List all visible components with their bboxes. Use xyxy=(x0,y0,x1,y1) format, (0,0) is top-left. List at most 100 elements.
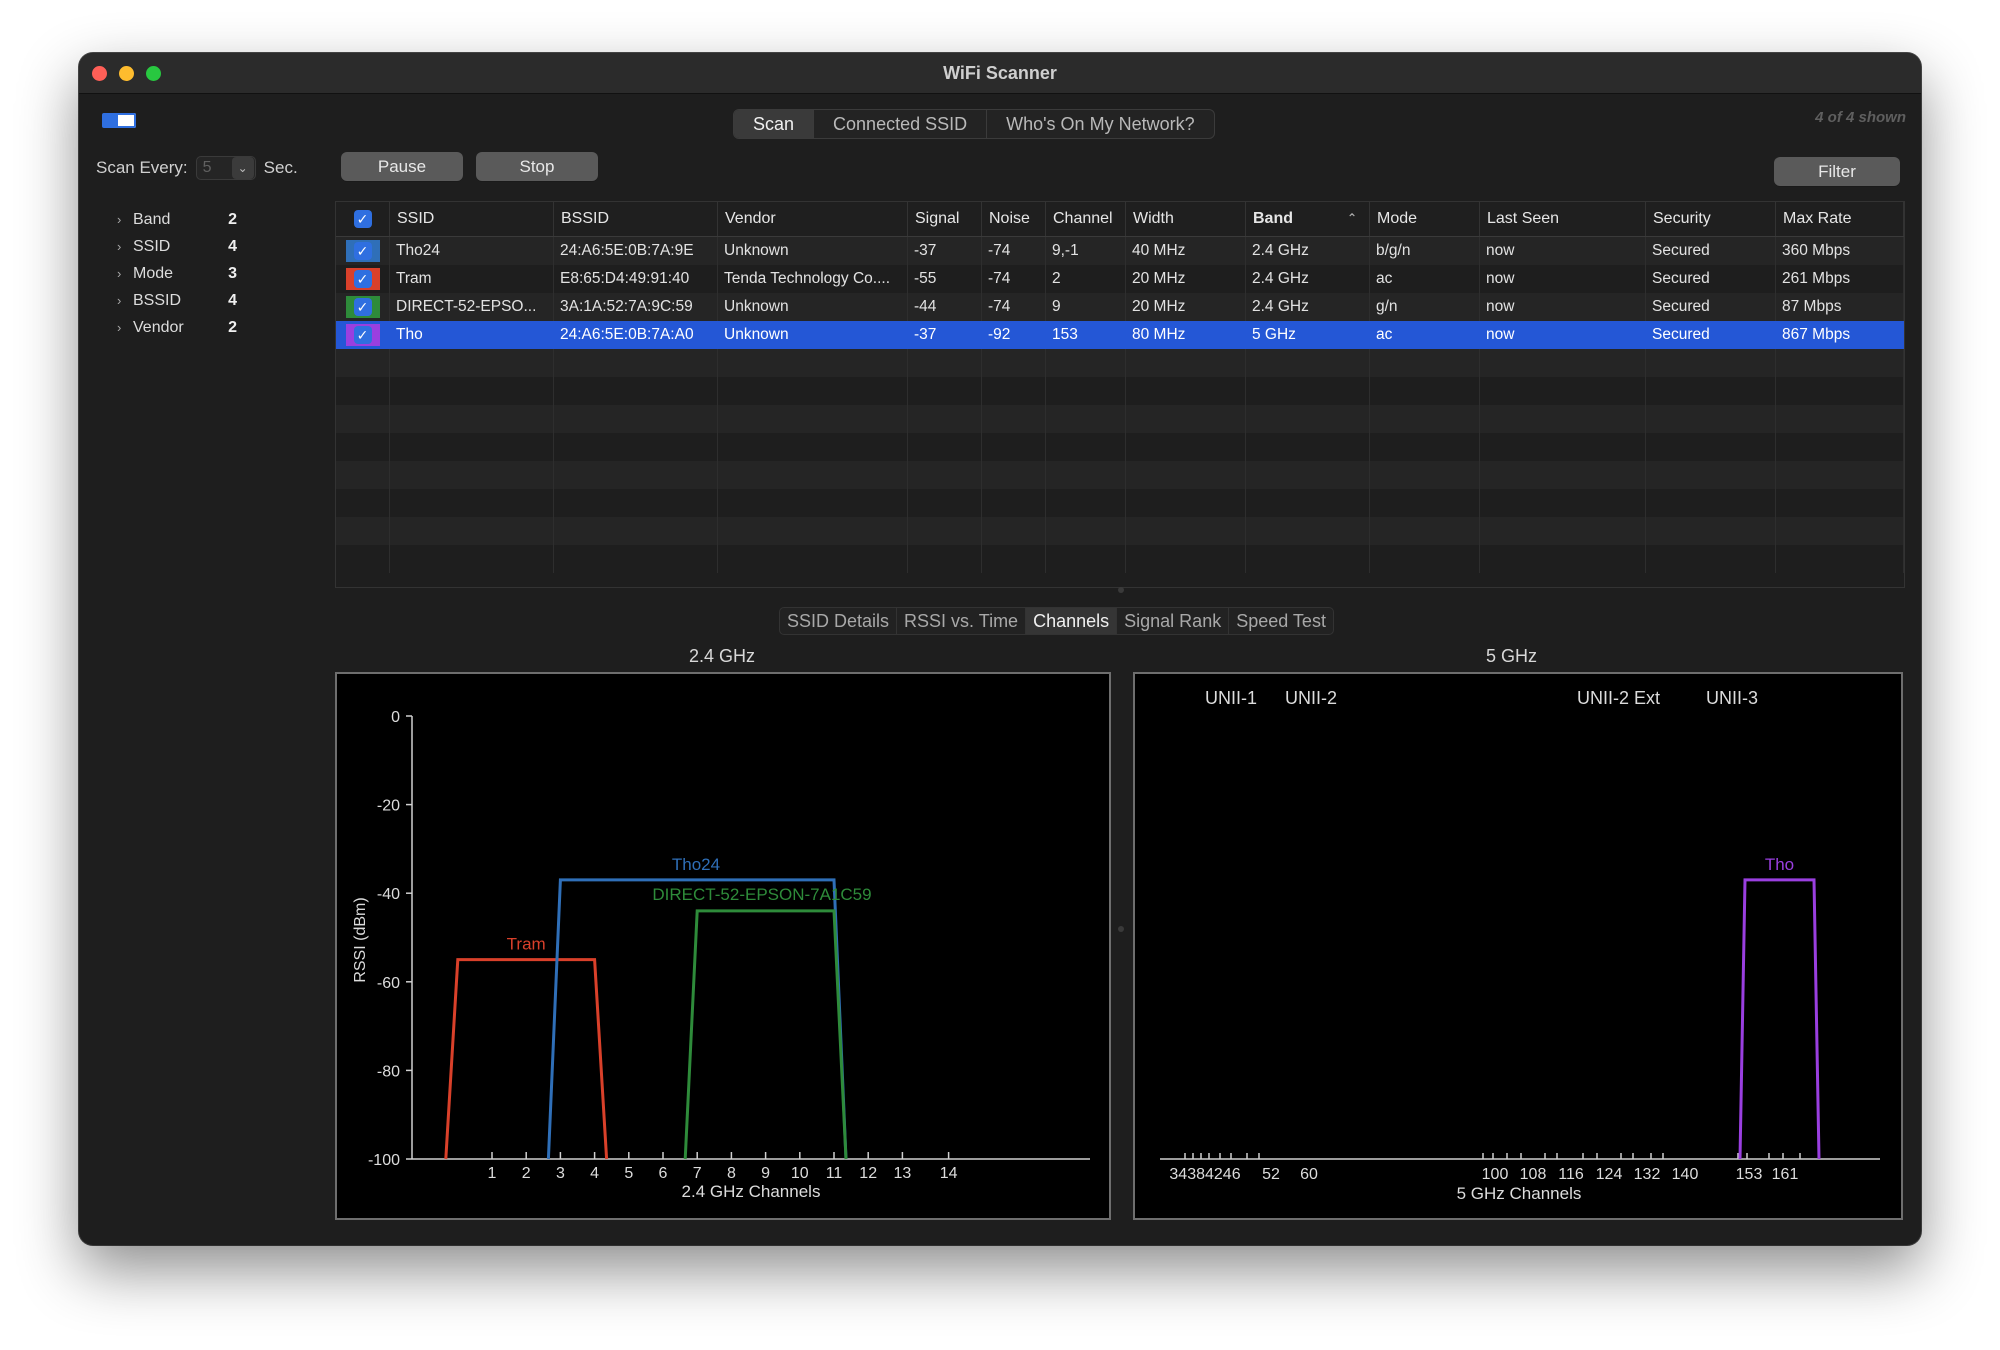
tab-channels[interactable]: Channels xyxy=(1025,608,1117,634)
tab-signal-rank[interactable]: Signal Rank xyxy=(1116,608,1228,634)
stop-button[interactable]: Stop xyxy=(476,152,598,181)
chevron-right-icon[interactable]: › xyxy=(117,293,122,308)
tab-whos-on-my-network[interactable]: Who's On My Network? xyxy=(986,110,1213,138)
tab-rssi-vs-time[interactable]: RSSI vs. Time xyxy=(896,608,1025,634)
cell-signal: -44 xyxy=(908,293,982,321)
filter-button[interactable]: Filter xyxy=(1774,157,1900,186)
cell-mode: ac xyxy=(1370,265,1480,293)
cell-width xyxy=(1126,377,1246,405)
sidebar-item-vendor[interactable]: › Vendor 2 xyxy=(117,314,237,341)
sidebar-item-label: Mode xyxy=(133,264,174,282)
scan-interval-select[interactable]: 5 ⌄ xyxy=(195,156,256,180)
column-vendor[interactable]: Vendor xyxy=(718,202,908,236)
band-label: UNII-3 xyxy=(1706,688,1758,708)
cell-max-rate: 261 Mbps xyxy=(1776,265,1904,293)
cell-security xyxy=(1646,461,1776,489)
chevron-right-icon[interactable]: › xyxy=(117,266,122,281)
column-security[interactable]: Security xyxy=(1646,202,1776,236)
cell-last-seen: now xyxy=(1480,237,1646,265)
cell-band xyxy=(1246,377,1370,405)
cell-width xyxy=(1126,461,1246,489)
cell-channel xyxy=(1046,489,1126,517)
zoom-window-button[interactable] xyxy=(146,66,161,81)
tab-ssid-details[interactable]: SSID Details xyxy=(787,611,890,631)
sort-ascending-icon: ⌃ xyxy=(1346,211,1357,225)
sidebar-item-label: SSID xyxy=(133,237,171,255)
row-checkbox[interactable]: ✓ xyxy=(353,298,372,316)
cell-width: 20 MHz xyxy=(1126,293,1246,321)
cell-max-rate: 867 Mbps xyxy=(1776,321,1904,349)
cell-last-seen xyxy=(1480,517,1646,545)
table-row[interactable]: ✓ Tho24 24:A6:5E:0B:7A:9E Unknown -37 -74 9,-1… xyxy=(336,237,1904,265)
series-label: Tho xyxy=(1765,855,1794,874)
cell-vendor: Unknown xyxy=(718,293,908,321)
table-header: ✓ SSID BSSID Vendor Signal Noise Channel… xyxy=(336,202,1904,237)
column-mode[interactable]: Mode xyxy=(1370,202,1480,236)
cell-security xyxy=(1646,517,1776,545)
series-tho-shape xyxy=(1738,878,1821,1160)
split-handle[interactable] xyxy=(1118,926,1124,932)
minimize-window-button[interactable] xyxy=(119,66,134,81)
cell-bssid xyxy=(554,489,718,517)
sidebar-item-mode[interactable]: › Mode 3 xyxy=(117,260,237,287)
cell-band xyxy=(1246,461,1370,489)
chevron-down-icon[interactable]: ⌄ xyxy=(231,157,254,179)
pause-button[interactable]: Pause xyxy=(341,152,463,181)
column-max-rate[interactable]: Max Rate xyxy=(1776,202,1904,236)
cell-channel xyxy=(1046,377,1126,405)
cell-ssid xyxy=(390,377,554,405)
sidebar-item-label: BSSID xyxy=(133,291,182,309)
chart-24ghz-panel: 0 -20 -40 -60 -80 -100 1 2 3 4 5 6 7 8 9 10 11 12 13 14 2.4 … xyxy=(335,672,1111,1220)
tab-speed-test[interactable]: Speed Test xyxy=(1228,608,1333,634)
table-row[interactable]: ✓ Tho 24:A6:5E:0B:7A:A0 Unknown -37 -92 153 80 … xyxy=(336,321,1904,349)
split-handle[interactable] xyxy=(1118,587,1124,593)
cell-width: 80 MHz xyxy=(1126,321,1246,349)
row-checkbox-cell: ✓ xyxy=(336,265,390,293)
table-row-empty xyxy=(336,489,1904,517)
cell-max-rate: 87 Mbps xyxy=(1776,293,1904,321)
cell-ssid: Tram xyxy=(390,265,554,293)
chevron-right-icon[interactable]: › xyxy=(117,320,122,335)
cell-ssid xyxy=(390,545,554,573)
table-row[interactable]: ✓ Tram E8:65:D4:49:91:40 Tenda Technology C… xyxy=(336,265,1904,293)
sidebar-toggle-icon[interactable] xyxy=(102,113,136,128)
cell-signal xyxy=(908,377,982,405)
chevron-right-icon[interactable]: › xyxy=(117,239,122,254)
close-window-button[interactable] xyxy=(92,66,107,81)
cell-last-seen xyxy=(1480,377,1646,405)
sidebar-item-ssid[interactable]: › SSID 4 xyxy=(117,233,237,260)
table-row[interactable]: ✓ DIRECT-52-EPSO... 3A:1A:52:7A:9C:59 Unkno… xyxy=(336,293,1904,321)
row-checkbox[interactable]: ✓ xyxy=(353,326,372,344)
tab-scan[interactable]: Scan xyxy=(734,110,814,138)
cell-vendor: Tenda Technology Co.... xyxy=(718,265,908,293)
column-signal[interactable]: Signal xyxy=(908,202,982,236)
cell-channel xyxy=(1046,405,1126,433)
cell-max-rate xyxy=(1776,433,1904,461)
chevron-right-icon[interactable]: › xyxy=(117,212,122,227)
column-band-label: Band xyxy=(1253,210,1293,227)
cell-security: Secured xyxy=(1646,293,1776,321)
sidebar-item-band[interactable]: › Band 2 xyxy=(117,206,237,233)
cell-noise xyxy=(982,517,1046,545)
column-width[interactable]: Width xyxy=(1126,202,1246,236)
cell-security: Secured xyxy=(1646,265,1776,293)
cell-band: 2.4 GHz xyxy=(1246,265,1370,293)
cell-signal xyxy=(908,349,982,377)
column-bssid[interactable]: BSSID xyxy=(554,202,718,236)
column-last-seen[interactable]: Last Seen xyxy=(1480,202,1646,236)
y-axis-label: RSSI (dBm) xyxy=(352,897,369,982)
column-ssid[interactable]: SSID xyxy=(390,202,554,236)
networks-table: ✓ SSID BSSID Vendor Signal Noise Channel… xyxy=(335,201,1905,588)
select-all-checkbox[interactable]: ✓ xyxy=(336,202,390,236)
column-channel[interactable]: Channel xyxy=(1046,202,1126,236)
sidebar-item-bssid[interactable]: › BSSID 4 xyxy=(117,287,237,314)
tab-connected-ssid[interactable]: Connected SSID xyxy=(813,110,986,138)
sidebar-item-count: 4 xyxy=(228,291,237,309)
column-noise[interactable]: Noise xyxy=(982,202,1046,236)
column-band[interactable]: Band ⌃ xyxy=(1246,202,1370,236)
row-checkbox[interactable]: ✓ xyxy=(353,242,372,260)
x-tick-label: 5 xyxy=(624,1165,633,1182)
cell-bssid: E8:65:D4:49:91:40 xyxy=(554,265,718,293)
scan-interval-control: Scan Every: 5 ⌄ Sec. xyxy=(96,156,298,180)
row-checkbox[interactable]: ✓ xyxy=(353,270,372,288)
